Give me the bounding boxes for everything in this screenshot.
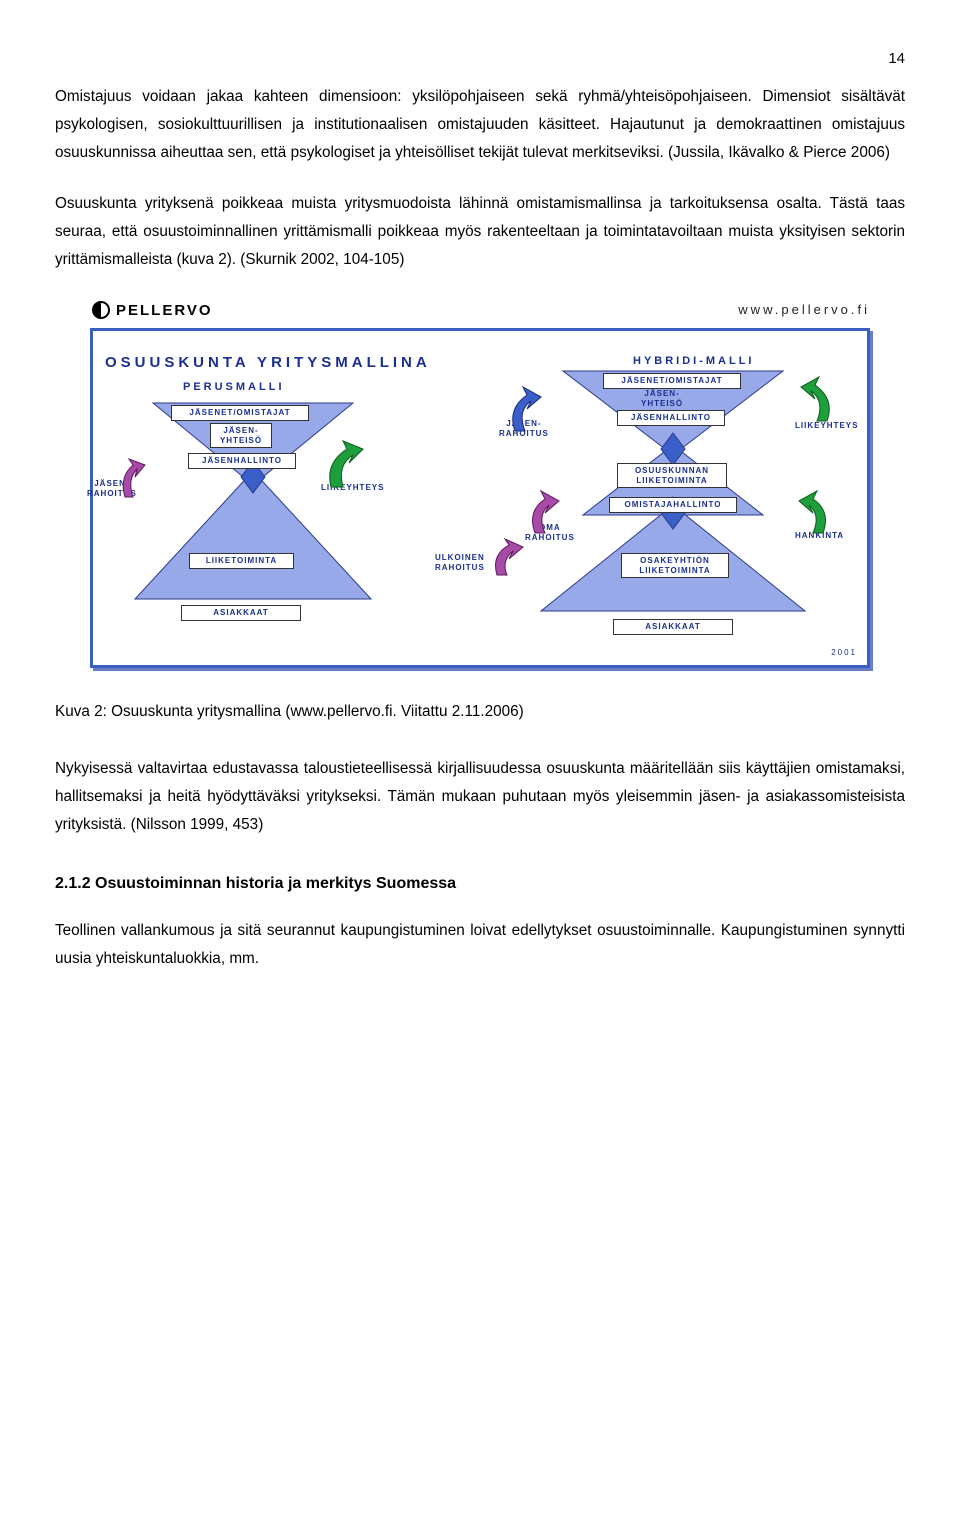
label-osakeyhtion: OSAKEYHTIÖN LIIKETOIMINTA <box>621 553 729 578</box>
label-asiakkaat-right: ASIAKKAAT <box>613 619 733 635</box>
paragraph-4: Teollinen vallankumous ja sitä seurannut… <box>55 917 905 974</box>
arrow-purple-left <box>115 457 157 507</box>
diagram-frame: OSUUSKUNTA YRITYSMALLINA PERUSMALLI JÄSE… <box>90 328 870 668</box>
label-jasenet-right: JÄSENET/OMISTAJAT <box>603 373 741 389</box>
arrow-green-r1 <box>783 377 843 433</box>
page-number: 14 <box>55 45 905 73</box>
diagram-container: PELLERVO www.pellervo.fi OSUUSKUNTA YRIT… <box>90 297 870 669</box>
paragraph-1: Omistajuus voidaan jakaa kahteen dimensi… <box>55 83 905 168</box>
label-jasenet-left: JÄSENET/OMISTAJAT <box>171 405 309 421</box>
label-liiketoiminta-left: LIIKETOIMINTA <box>189 553 294 569</box>
label-omistajahallinto: OMISTAJAHALLINTO <box>609 497 737 513</box>
pellervo-url: www.pellervo.fi <box>738 298 870 322</box>
arrow-green-r2 <box>781 491 835 543</box>
pellervo-logo: PELLERVO <box>90 297 213 325</box>
label-asiakkaat-left: ASIAKKAAT <box>181 605 301 621</box>
label-hallinto-left: JÄSENHALLINTO <box>188 453 296 469</box>
paragraph-2: Osuuskunta yrityksenä poikkeaa muista yr… <box>55 190 905 275</box>
arrow-green-left <box>323 441 383 501</box>
label-yhteiso-right: JÄSEN- YHTEISÖ <box>641 389 683 408</box>
label-ulkoinen: ULKOINEN RAHOITUS <box>435 553 485 572</box>
label-hallinto-right: JÄSENHALLINTO <box>617 410 725 426</box>
paragraph-3: Nykyisessä valtavirtaa edustavassa talou… <box>55 755 905 840</box>
label-osuuskunnan: OSUUSKUNNAN LIIKETOIMINTA <box>617 463 727 488</box>
arrow-purple-r1 <box>523 491 577 543</box>
diagram-year: 2001 <box>831 646 857 661</box>
figure-caption: Kuva 2: Osuuskunta yritysmallina (www.pe… <box>55 698 905 726</box>
arrow-blue-r1 <box>501 387 561 443</box>
label-yhteiso-left: JÄSEN- YHTEISÖ <box>210 423 272 448</box>
section-heading: 2.1.2 Osuustoiminnan historia ja merkity… <box>55 869 905 899</box>
arrow-purple-r2 <box>489 541 537 583</box>
